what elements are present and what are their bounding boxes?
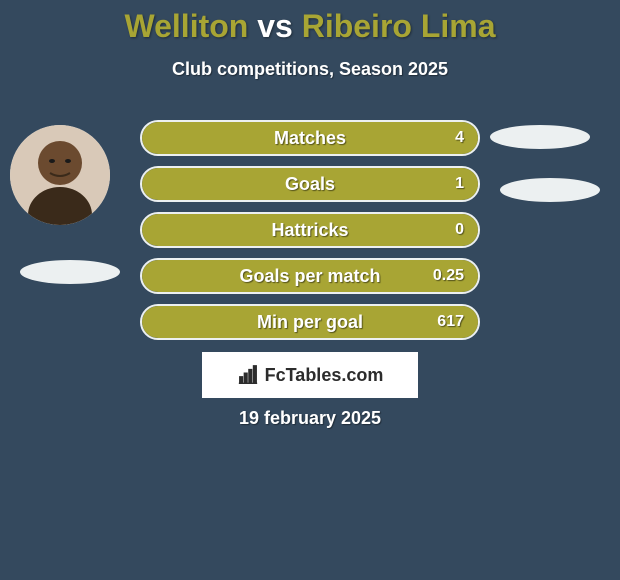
player2-shadow-2 [500, 178, 600, 202]
date-text: 19 february 2025 [0, 408, 620, 429]
page-title: Welliton vs Ribeiro Lima [0, 0, 620, 45]
stat-value: 4 [455, 122, 464, 154]
stat-value: 0.25 [433, 260, 464, 292]
brand-box[interactable]: FcTables.com [202, 352, 418, 398]
vs-text: vs [257, 8, 293, 44]
player1-name: Welliton [124, 8, 248, 44]
brand-text: FcTables.com [265, 365, 384, 386]
stat-label: Goals [142, 168, 478, 200]
stat-value: 0 [455, 214, 464, 246]
stat-row: Hattricks0 [140, 212, 480, 248]
infographic-root: Welliton vs Ribeiro Lima Club competitio… [0, 0, 620, 80]
player2-shadow-1 [490, 125, 590, 149]
stat-label: Matches [142, 122, 478, 154]
stat-row: Goals1 [140, 166, 480, 202]
stat-row: Goals per match0.25 [140, 258, 480, 294]
stat-row: Matches4 [140, 120, 480, 156]
player1-shadow [20, 260, 120, 284]
stat-label: Goals per match [142, 260, 478, 292]
stat-value: 1 [455, 168, 464, 200]
stat-value: 617 [437, 306, 464, 338]
stats-panel: Matches4Goals1Hattricks0Goals per match0… [140, 120, 480, 350]
stat-row: Min per goal617 [140, 304, 480, 340]
bar-chart-icon [237, 364, 259, 386]
stat-label: Hattricks [142, 214, 478, 246]
player2-name: Ribeiro Lima [302, 8, 496, 44]
player1-avatar [10, 125, 110, 225]
subtitle: Club competitions, Season 2025 [0, 59, 620, 80]
stat-label: Min per goal [142, 306, 478, 338]
avatar-placeholder-icon [10, 125, 110, 225]
